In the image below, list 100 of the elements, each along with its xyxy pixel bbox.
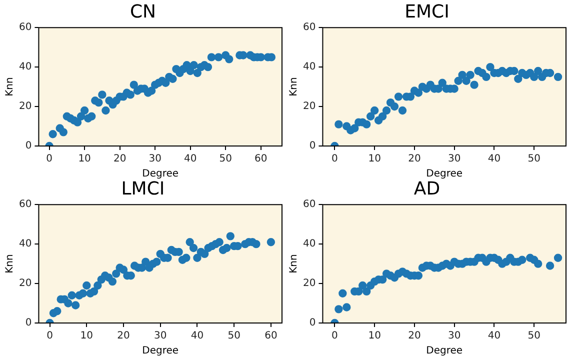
x-axis-title: Degree: [426, 346, 463, 357]
x-tick-label: 10: [80, 330, 94, 342]
x-tick-label: 40: [488, 330, 501, 342]
y-tick-label: 0: [309, 318, 316, 329]
point: [182, 254, 190, 262]
y-tick-label: 60: [302, 199, 316, 210]
x-tick-label: 30: [448, 330, 461, 342]
y-tick-label: 60: [18, 199, 32, 210]
point: [338, 289, 347, 298]
point: [189, 244, 198, 252]
y-tick-label: 40: [18, 62, 32, 73]
y-axis-title: Knn: [288, 77, 300, 96]
point: [358, 281, 367, 290]
point: [152, 258, 161, 266]
point: [94, 98, 103, 107]
x-tick-label: 40: [184, 154, 197, 165]
x-tick-label: 20: [408, 330, 421, 342]
point: [466, 70, 474, 80]
y-tick-label: 20: [18, 278, 32, 290]
x-tick-label: 50: [528, 154, 540, 165]
point: [514, 74, 522, 84]
y-tick-label: 40: [302, 62, 316, 73]
point: [534, 260, 542, 268]
y-tick-label: 60: [302, 22, 316, 34]
point: [215, 238, 224, 246]
point: [534, 66, 542, 76]
x-tick-label: 50: [228, 330, 240, 342]
point: [119, 266, 128, 274]
x-axis-title: Degree: [426, 168, 463, 180]
y-tick-label: 0: [25, 140, 32, 152]
point: [112, 270, 120, 278]
x-tick-label: 60: [264, 330, 278, 342]
x-axis-title: Degree: [142, 346, 179, 357]
point: [350, 124, 359, 132]
point: [334, 120, 343, 128]
point: [398, 106, 407, 115]
chart-title: LMCI: [121, 178, 165, 200]
point: [59, 128, 68, 136]
x-tick-label: 60: [254, 154, 268, 165]
point: [88, 112, 96, 120]
point: [126, 90, 134, 99]
x-tick-label: 50: [528, 330, 540, 342]
point: [486, 62, 494, 72]
point: [64, 299, 72, 308]
point: [53, 307, 62, 316]
x-tick-label: 50: [219, 154, 232, 165]
point: [226, 232, 234, 240]
x-tick-label: 10: [368, 330, 381, 342]
point: [222, 244, 231, 252]
point: [71, 301, 80, 310]
x-tick-label: 10: [78, 154, 91, 165]
x-tick-label: 0: [332, 154, 338, 165]
y-tick-label: 40: [18, 238, 32, 250]
chart-title: CN: [130, 1, 156, 22]
point: [193, 68, 202, 78]
point: [80, 106, 89, 115]
point: [458, 70, 466, 80]
x-tick-label: 0: [46, 330, 53, 342]
x-tick-label: 30: [148, 154, 162, 165]
x-axis-title: Degree: [142, 168, 179, 180]
x-tick-label: 40: [190, 330, 204, 342]
point: [334, 305, 343, 314]
point: [470, 80, 478, 89]
point: [518, 256, 526, 264]
y-tick-label: 0: [309, 140, 316, 152]
point: [102, 106, 110, 115]
y-tick-label: 20: [18, 101, 32, 112]
point: [193, 254, 202, 262]
point: [342, 303, 351, 312]
y-tick-label: 0: [25, 318, 32, 329]
point: [390, 102, 399, 111]
x-tick-label: 30: [154, 330, 167, 342]
x-tick-label: 10: [368, 154, 381, 165]
point: [207, 53, 216, 62]
point: [382, 106, 391, 115]
point: [142, 258, 150, 266]
point: [190, 60, 198, 70]
point: [362, 120, 371, 128]
point: [214, 53, 223, 62]
x-tick-label: 30: [448, 154, 461, 165]
x-tick-label: 20: [113, 154, 126, 165]
point: [82, 281, 91, 290]
x-tick-label: 0: [332, 330, 338, 342]
point: [168, 74, 177, 84]
x-tick-label: 0: [46, 154, 52, 165]
point: [414, 88, 423, 97]
y-axis-title: Knn: [4, 77, 16, 96]
y-axis-title: Knn: [288, 254, 300, 274]
y-tick-label: 40: [302, 238, 316, 250]
point: [252, 240, 260, 248]
point: [370, 106, 379, 115]
x-tick-label: 20: [117, 330, 130, 342]
point: [462, 76, 470, 85]
point: [108, 277, 117, 286]
point: [48, 130, 57, 138]
point: [90, 287, 98, 296]
y-tick-label: 20: [302, 278, 316, 290]
y-tick-label: 20: [302, 101, 316, 112]
point: [94, 281, 102, 290]
point: [200, 250, 209, 258]
